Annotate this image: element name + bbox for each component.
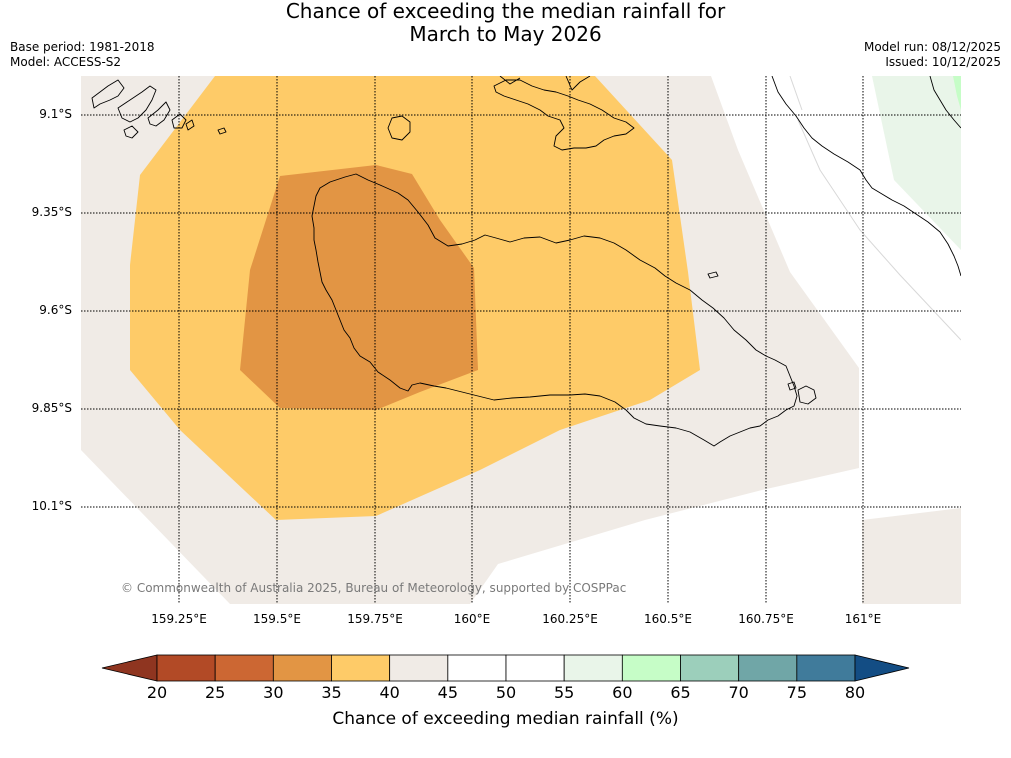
colorbar-under-arrow bbox=[101, 654, 158, 682]
lon-label: 160.5°E bbox=[644, 612, 692, 626]
lon-label: 159.5°E bbox=[253, 612, 301, 626]
lon-label: 160.75°E bbox=[738, 612, 794, 626]
colorbar-segment bbox=[505, 654, 565, 682]
colorbar-tick-label: 20 bbox=[146, 683, 168, 702]
island-coastline bbox=[147, 101, 171, 127]
map-title-line2: March to May 2026 bbox=[409, 22, 602, 46]
coastlines bbox=[91, 76, 961, 447]
island-coastline bbox=[123, 125, 139, 139]
colorbar-segment bbox=[738, 654, 798, 682]
colorbar-segment bbox=[447, 654, 507, 682]
lon-label: 159.25°E bbox=[151, 612, 207, 626]
malaita-coastline bbox=[929, 76, 961, 129]
probability-region-40-45-east bbox=[862, 508, 961, 604]
model-run: Model run: 08/12/2025 bbox=[863, 40, 1001, 54]
colorbar-segment bbox=[389, 654, 449, 682]
colorbar-tick-label: 50 bbox=[495, 683, 517, 702]
colorbar-tick-label: 30 bbox=[263, 683, 284, 702]
lat-label: 10.1°S bbox=[31, 499, 72, 513]
meta-right: Model run: 08/12/2025 Issued: 10/12/2025 bbox=[864, 40, 1001, 70]
colorbar-tick-label: 60 bbox=[612, 683, 633, 702]
contour-line bbox=[797, 119, 961, 341]
meta-left: Base period: 1981-2018 Model: ACCESS-S2 bbox=[10, 40, 155, 70]
colorbar-tick-label: 35 bbox=[321, 683, 342, 702]
lat-label: 9.85°S bbox=[31, 401, 72, 415]
colorbar-segment bbox=[331, 654, 391, 682]
lat-label: 9.6°S bbox=[39, 303, 72, 317]
lon-label: 160°E bbox=[453, 612, 491, 626]
colorbar-segment bbox=[680, 654, 740, 682]
colorbar-segment bbox=[272, 654, 332, 682]
colorbar-segment bbox=[214, 654, 274, 682]
colorbar-over-arrow bbox=[854, 654, 910, 682]
colorbar-segment bbox=[156, 654, 216, 682]
probability-region-30-35 bbox=[240, 165, 478, 410]
lon-label: 161°E bbox=[844, 612, 882, 626]
issued-date: Issued: 10/12/2025 bbox=[885, 55, 1001, 69]
copyright-notice: © Commonwealth of Australia 2025, Bureau… bbox=[121, 581, 627, 595]
florida-islands-coastline bbox=[493, 79, 635, 151]
malaita-coastline bbox=[771, 76, 961, 277]
map-title: Chance of exceeding the median rainfall … bbox=[0, 0, 1011, 46]
island-coastline bbox=[91, 79, 125, 109]
island-coastline bbox=[387, 115, 411, 141]
colorbar-tick-label: 55 bbox=[553, 683, 575, 702]
colorbar-label: Chance of exceeding median rainfall (%) bbox=[332, 709, 679, 729]
map-title-line1: Chance of exceeding the median rainfall … bbox=[285, 0, 726, 23]
island-coastline bbox=[217, 127, 227, 135]
island-coastline bbox=[117, 85, 157, 123]
colorbar-segment bbox=[621, 654, 681, 682]
base-period: Base period: 1981-2018 bbox=[10, 40, 155, 54]
colorbar-tick-label: 45 bbox=[437, 683, 459, 702]
island-coastline bbox=[707, 271, 719, 279]
island-coastline bbox=[797, 385, 817, 405]
colorbar-tick-label: 40 bbox=[379, 683, 400, 702]
colorbar-tick-label: 25 bbox=[204, 683, 226, 702]
gridlines bbox=[81, 76, 961, 604]
lon-label: 160.25°E bbox=[542, 612, 598, 626]
guadalcanal-coastline bbox=[311, 173, 798, 447]
island-coastline bbox=[787, 381, 797, 391]
colorbar-tick-label: 75 bbox=[786, 683, 808, 702]
lat-label: 9.35°S bbox=[31, 205, 72, 219]
lon-label: 159.75°E bbox=[347, 612, 403, 626]
lat-label: 9.1°S bbox=[39, 107, 72, 121]
colorbar-tick-label: 70 bbox=[728, 683, 749, 702]
probability-region-60-65 bbox=[953, 76, 961, 110]
colorbar-tick-label: 80 bbox=[844, 683, 866, 702]
colorbar-segment bbox=[563, 654, 623, 682]
colorbar-tick-label: 65 bbox=[670, 683, 691, 702]
colorbar-segment bbox=[796, 654, 856, 682]
contour-line bbox=[789, 76, 803, 111]
island-coastline bbox=[499, 76, 521, 85]
probability-region-55-60 bbox=[872, 76, 961, 250]
model-name: Model: ACCESS-S2 bbox=[10, 55, 122, 69]
island-coastline bbox=[565, 76, 591, 91]
island-coastline bbox=[185, 119, 195, 131]
